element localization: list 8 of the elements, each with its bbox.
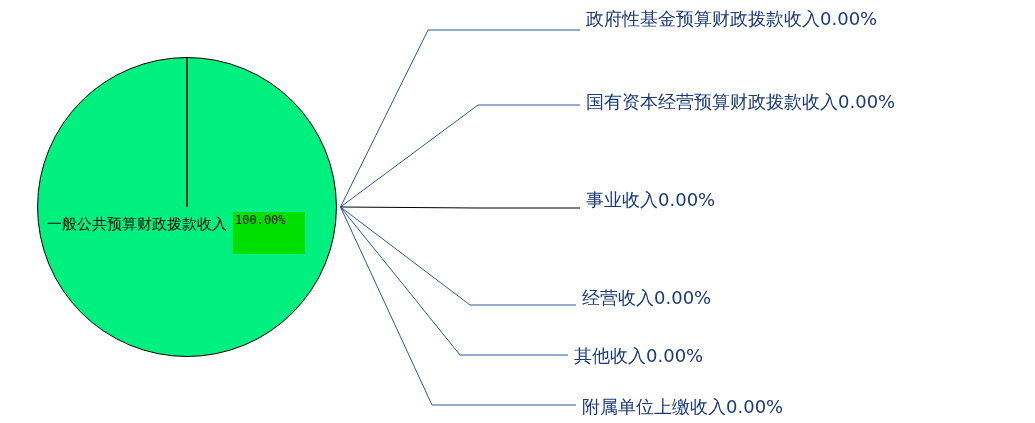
category-label: 其他收入0.00% [574, 344, 704, 366]
slice-label: 一般公共预算财政拨款收入 [47, 214, 227, 233]
category-label: 政府性基金预算财政拨款收入0.00% [586, 7, 878, 29]
data-label: 100.00% [235, 213, 287, 228]
category-label: 国有资本经营预算财政拨款收入0.00% [586, 90, 896, 112]
category-label: 附属单位上缴收入0.00% [582, 395, 784, 417]
category-label: 事业收入0.00% [586, 188, 716, 210]
category-label: 经营收入0.00% [582, 286, 712, 308]
